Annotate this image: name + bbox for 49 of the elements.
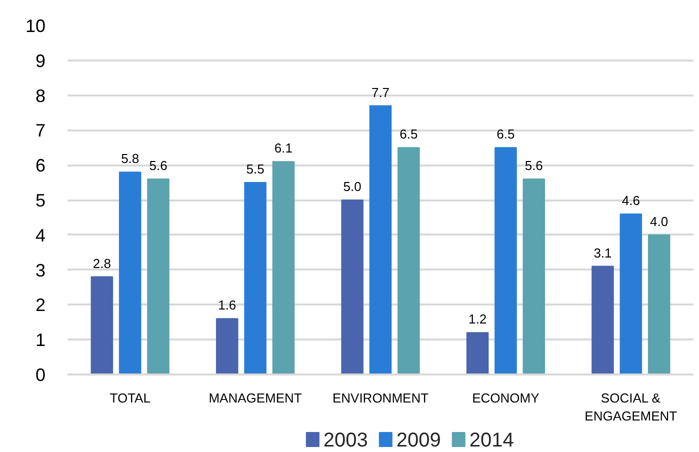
y-tick-label: 2 <box>35 295 46 316</box>
bar <box>147 178 170 374</box>
legend-label: 2009 <box>396 430 441 452</box>
y-tick-label: 0 <box>35 365 46 385</box>
y-tick-label: 4 <box>35 225 46 246</box>
y-tick-label: 10 <box>25 16 46 36</box>
bar <box>216 318 238 374</box>
bar <box>522 178 546 374</box>
y-tick-label: 1 <box>35 330 46 350</box>
bar <box>466 332 489 374</box>
legend-label: 2003 <box>323 430 368 452</box>
x-tick-label: ENVIRONMENT <box>332 390 429 406</box>
data-label: 6.5 <box>496 126 515 142</box>
data-label: 5.0 <box>343 179 362 194</box>
x-tick-label: SOCIAL & ENGAGEMENT <box>584 390 678 424</box>
y-tick-label: 3 <box>35 260 46 280</box>
y-tick-label: 7 <box>35 120 46 141</box>
bar <box>272 161 295 374</box>
y-tick-label: 6 <box>35 156 46 176</box>
data-label: 1.6 <box>218 298 236 313</box>
x-tick-label: ECONOMY <box>472 390 540 406</box>
data-label: 5.8 <box>121 151 140 166</box>
data-label: 5.6 <box>149 158 168 174</box>
data-label: 1.2 <box>468 312 487 327</box>
data-label: 6.5 <box>400 126 418 142</box>
legend-label: 2014 <box>469 430 514 452</box>
y-tick-label: 9 <box>35 50 46 71</box>
y-tick-label: 8 <box>35 86 46 106</box>
bar <box>341 200 364 374</box>
data-label: 6.1 <box>274 140 293 156</box>
bar <box>90 276 114 374</box>
bar <box>369 105 392 374</box>
data-label: 7.7 <box>371 84 390 100</box>
x-tick-label: MANAGEMENT <box>208 390 302 406</box>
bar <box>592 266 614 374</box>
bar <box>244 182 266 374</box>
bar <box>398 147 420 374</box>
bar <box>648 234 670 374</box>
y-tick-label: 5 <box>35 190 46 210</box>
data-label: 5.5 <box>246 162 264 177</box>
data-label: 2.8 <box>92 256 111 271</box>
data-label: 3.1 <box>594 245 612 260</box>
data-label: 4.0 <box>650 214 668 229</box>
data-label: 5.6 <box>524 158 543 174</box>
bar <box>494 147 517 374</box>
bar <box>118 172 142 374</box>
data-label: 4.6 <box>622 192 640 208</box>
x-tick-label: TOTAL <box>110 390 150 406</box>
bar <box>620 213 642 374</box>
